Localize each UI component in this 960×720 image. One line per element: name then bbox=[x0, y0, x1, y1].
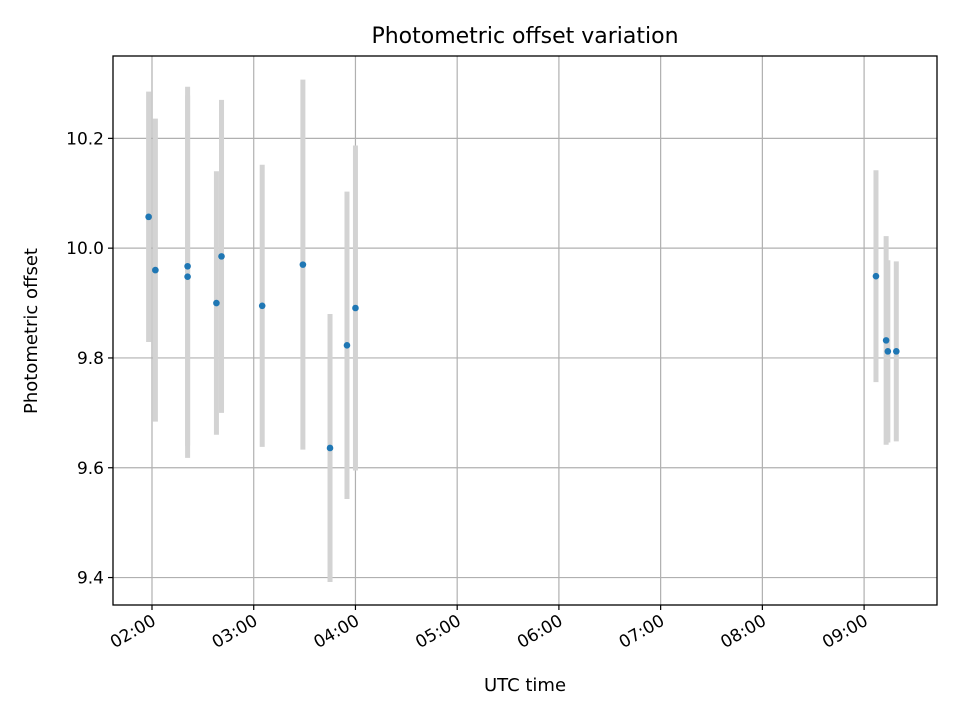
x-tick-label: 07:00 bbox=[616, 611, 668, 653]
y-tick-label: 9.6 bbox=[77, 459, 104, 479]
data-point bbox=[326, 444, 334, 452]
data-point bbox=[258, 302, 266, 310]
x-tick-label: 03:00 bbox=[209, 611, 261, 653]
grid bbox=[113, 56, 937, 605]
data-point bbox=[352, 304, 359, 312]
chart-title: Photometric offset variation bbox=[371, 24, 678, 49]
data-point bbox=[152, 266, 159, 274]
data-point bbox=[343, 342, 351, 349]
data-point bbox=[299, 261, 307, 268]
data-point bbox=[884, 348, 892, 355]
x-axis-label: UTC time bbox=[484, 675, 566, 696]
data-point bbox=[872, 272, 880, 280]
axes-frame bbox=[112, 55, 938, 606]
x-tick-label: 05:00 bbox=[412, 611, 464, 653]
data-points bbox=[145, 213, 900, 452]
data-point bbox=[145, 213, 152, 221]
data-point bbox=[184, 273, 191, 280]
x-tick-label: 04:00 bbox=[311, 611, 363, 653]
data-point bbox=[213, 299, 220, 307]
y-tick-label: 10.2 bbox=[66, 129, 104, 149]
data-point bbox=[882, 337, 890, 344]
x-tick-label: 08:00 bbox=[717, 611, 769, 653]
error-bars bbox=[146, 79, 899, 582]
y-tick-label: 9.8 bbox=[77, 349, 104, 369]
x-tick-label: 02:00 bbox=[107, 611, 159, 653]
y-tick-label: 9.4 bbox=[77, 569, 104, 589]
data-point bbox=[218, 253, 225, 260]
y-tick-label: 10.0 bbox=[66, 239, 104, 259]
data-point bbox=[893, 348, 900, 355]
data-point bbox=[184, 262, 191, 270]
x-tick-label: 09:00 bbox=[819, 611, 871, 653]
y-axis-label: Photometric offset bbox=[21, 248, 42, 414]
x-tick-label: 06:00 bbox=[514, 611, 566, 653]
